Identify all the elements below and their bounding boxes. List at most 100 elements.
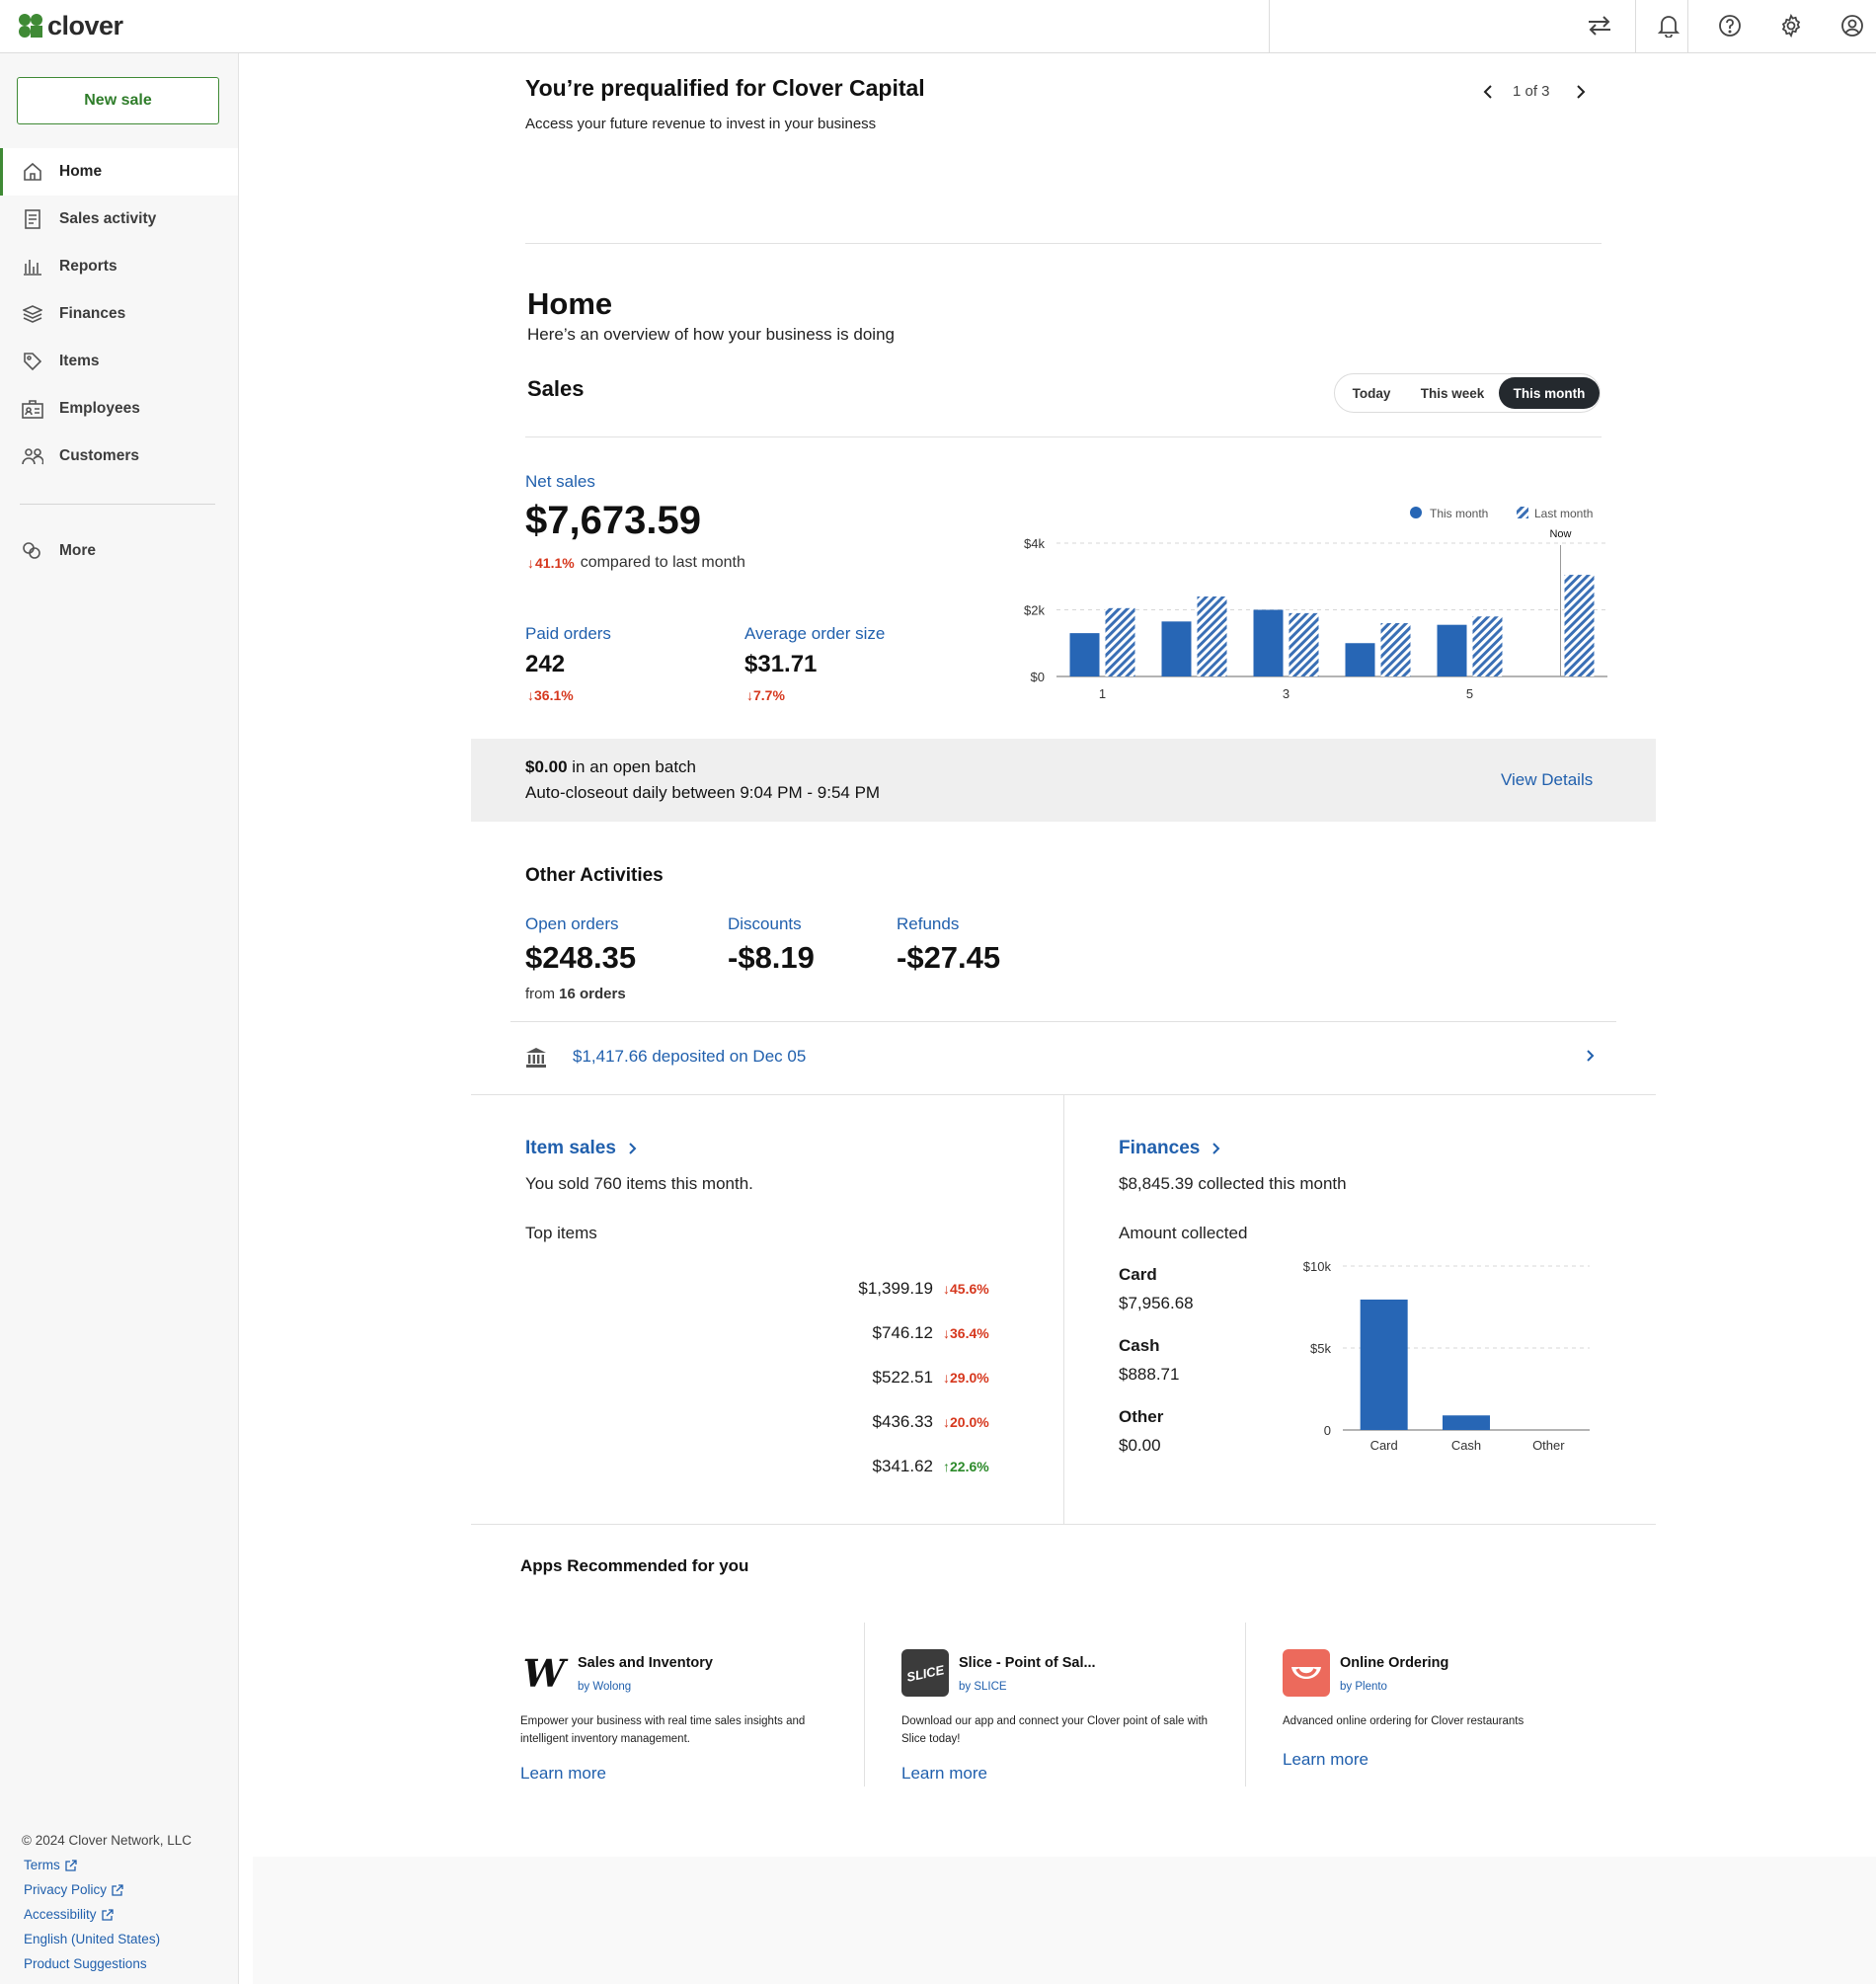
bell-icon[interactable] (1653, 10, 1684, 41)
sidebar-item-label: Sales activity (59, 210, 157, 227)
bar-this-month[interactable] (1069, 633, 1100, 676)
sidebar-item-label: Home (59, 163, 103, 180)
sidebar-item-customers[interactable]: Customers (0, 433, 238, 480)
product-suggestions-link[interactable]: Product Suggestions (24, 1956, 147, 1971)
chevron-left-icon[interactable] (1476, 80, 1500, 104)
open-orders-label: Open orders (525, 914, 619, 933)
bank-icon (525, 1047, 547, 1069)
bar-last-month[interactable] (1197, 596, 1227, 676)
page-bottom-band (253, 1857, 1876, 1984)
sidebar-item-items[interactable]: Items (0, 338, 238, 385)
bar-card[interactable] (1360, 1299, 1408, 1430)
language-link[interactable]: English (United States) (24, 1932, 161, 1946)
sidebar-item-home[interactable]: Home (0, 148, 238, 196)
bar-this-month[interactable] (1437, 624, 1467, 676)
deposit-row[interactable]: $1,417.66 deposited on Dec 05 (510, 1022, 1616, 1094)
bar-this-month[interactable] (1161, 621, 1192, 676)
y-tick-label: $5k (1310, 1341, 1331, 1356)
app-by: by SLICE (959, 1681, 1007, 1693)
bar-last-month[interactable] (1105, 607, 1135, 676)
y-tick-label: $2k (1024, 603, 1045, 618)
bar-last-month[interactable] (1380, 623, 1411, 676)
range-selector: Today This week This month (1334, 373, 1601, 413)
app-card-sales-inventory[interactable]: W Sales and Inventory by Wolong Empower … (520, 1649, 846, 1797)
net-sales-change: ↓ 41.1% compared to last month (527, 554, 745, 571)
copyright: © 2024 Clover Network, LLC (22, 1833, 193, 1848)
net-sales-value: $7,673.59 (525, 499, 701, 542)
learn-more-link[interactable]: Learn more (520, 1764, 606, 1783)
bar-this-month[interactable] (1253, 609, 1284, 677)
learn-more-link[interactable]: Learn more (1283, 1750, 1368, 1769)
range-this-week[interactable]: This week (1420, 385, 1485, 401)
privacy-policy-link[interactable]: Privacy Policy (24, 1882, 123, 1897)
range-today[interactable]: Today (1352, 385, 1391, 401)
account-icon[interactable] (1837, 10, 1868, 41)
item-sales-link[interactable]: Item sales (525, 1138, 640, 1159)
app-by: by Wolong (578, 1681, 632, 1693)
brand-name: clover (47, 10, 123, 40)
bar-last-month[interactable] (1472, 616, 1503, 676)
refunds-label: Refunds (897, 914, 960, 933)
sidebar-item-reports[interactable]: Reports (0, 243, 238, 290)
item-sales-summary: You sold 760 items this month. (525, 1174, 753, 1193)
slice-logo: SLICE (901, 1649, 949, 1697)
chart-ticks: $0 $2k $4k 1 3 5 (1024, 536, 1473, 701)
plento-smile-icon (1283, 1649, 1330, 1697)
app-card-online-ordering[interactable]: Online Ordering by Plento Advanced onlin… (1283, 1649, 1608, 1797)
view-details-link[interactable]: View Details (1501, 770, 1594, 789)
help-icon[interactable] (1714, 10, 1746, 41)
swap-icon[interactable] (1584, 10, 1615, 41)
column-divider (1063, 1095, 1064, 1524)
column-divider (1245, 1623, 1246, 1786)
arrow-down-icon: ↓ (746, 687, 753, 703)
bar-this-month[interactable] (1345, 643, 1375, 676)
new-sale-button[interactable]: New sale (17, 77, 219, 124)
chart-ticks: 0 $5k $10k Card Cash Other (1303, 1259, 1565, 1453)
divider (525, 436, 1602, 437)
amount-collected-label: Amount collected (1119, 1224, 1248, 1242)
bar-last-month[interactable] (1289, 612, 1319, 676)
cash-value: $888.71 (1119, 1365, 1180, 1384)
other-activities-heading: Other Activities (525, 865, 664, 886)
finances-link[interactable]: Finances (1119, 1138, 1223, 1159)
sidebar-item-more[interactable]: More (0, 527, 238, 575)
open-orders-count: from 16 orders (525, 986, 626, 1002)
learn-more-link[interactable]: Learn more (901, 1764, 987, 1783)
avg-order-change: ↓7.7% (746, 687, 785, 703)
chevron-right-icon (1208, 1141, 1223, 1156)
y-tick-label: $10k (1303, 1259, 1331, 1274)
page-title: Home (527, 286, 613, 321)
app-card-slice[interactable]: SLICE Slice - Point of Sal... by SLICE D… (901, 1649, 1227, 1797)
apps-heading: Apps Recommended for you (520, 1556, 749, 1575)
sidebar-item-employees[interactable]: Employees (0, 385, 238, 433)
arrow-down-icon: ↓ (527, 687, 534, 703)
cash-label: Cash (1119, 1336, 1160, 1355)
chart-bars (1069, 575, 1595, 677)
paid-orders-value: 242 (525, 651, 566, 677)
batch-closeout: Auto-closeout daily between 9:04 PM - 9:… (525, 783, 881, 802)
bar-last-month[interactable] (1564, 575, 1595, 676)
open-batch-banner: $0.00 in an open batch Auto-closeout dai… (471, 739, 1656, 822)
terms-link[interactable]: Terms (24, 1858, 77, 1872)
clover-logo[interactable]: clover (18, 8, 123, 43)
gear-icon[interactable] (1775, 10, 1807, 41)
promo-pager: 1 of 3 (1513, 83, 1550, 100)
range-this-month[interactable]: This month (1499, 377, 1600, 409)
chevron-right-icon[interactable] (1569, 80, 1593, 104)
list-item: $746.12 ↓36.4% (790, 1310, 1002, 1355)
divider (510, 1021, 1616, 1022)
chart-grid (1056, 542, 1607, 677)
bar-cash[interactable] (1443, 1415, 1490, 1430)
sidebar-item-sales-activity[interactable]: Sales activity (0, 196, 238, 243)
app-title: Slice - Point of Sal... (959, 1655, 1096, 1671)
avg-order-value: $31.71 (744, 651, 818, 677)
sidebar-item-finances[interactable]: Finances (0, 290, 238, 338)
batch-amount-line: $0.00 in an open batch (525, 757, 696, 776)
top-items-list: $1,399.19 ↓45.6% $746.12 ↓36.4% $522.51 … (790, 1266, 1002, 1488)
x-tick-label: 5 (1466, 686, 1473, 701)
accessibility-link[interactable]: Accessibility (24, 1907, 114, 1922)
list-item: $1,399.19 ↓45.6% (790, 1266, 1002, 1310)
tag-icon (22, 351, 43, 372)
y-tick-label: $4k (1024, 536, 1045, 551)
sidebar-item-label: Items (59, 353, 100, 369)
